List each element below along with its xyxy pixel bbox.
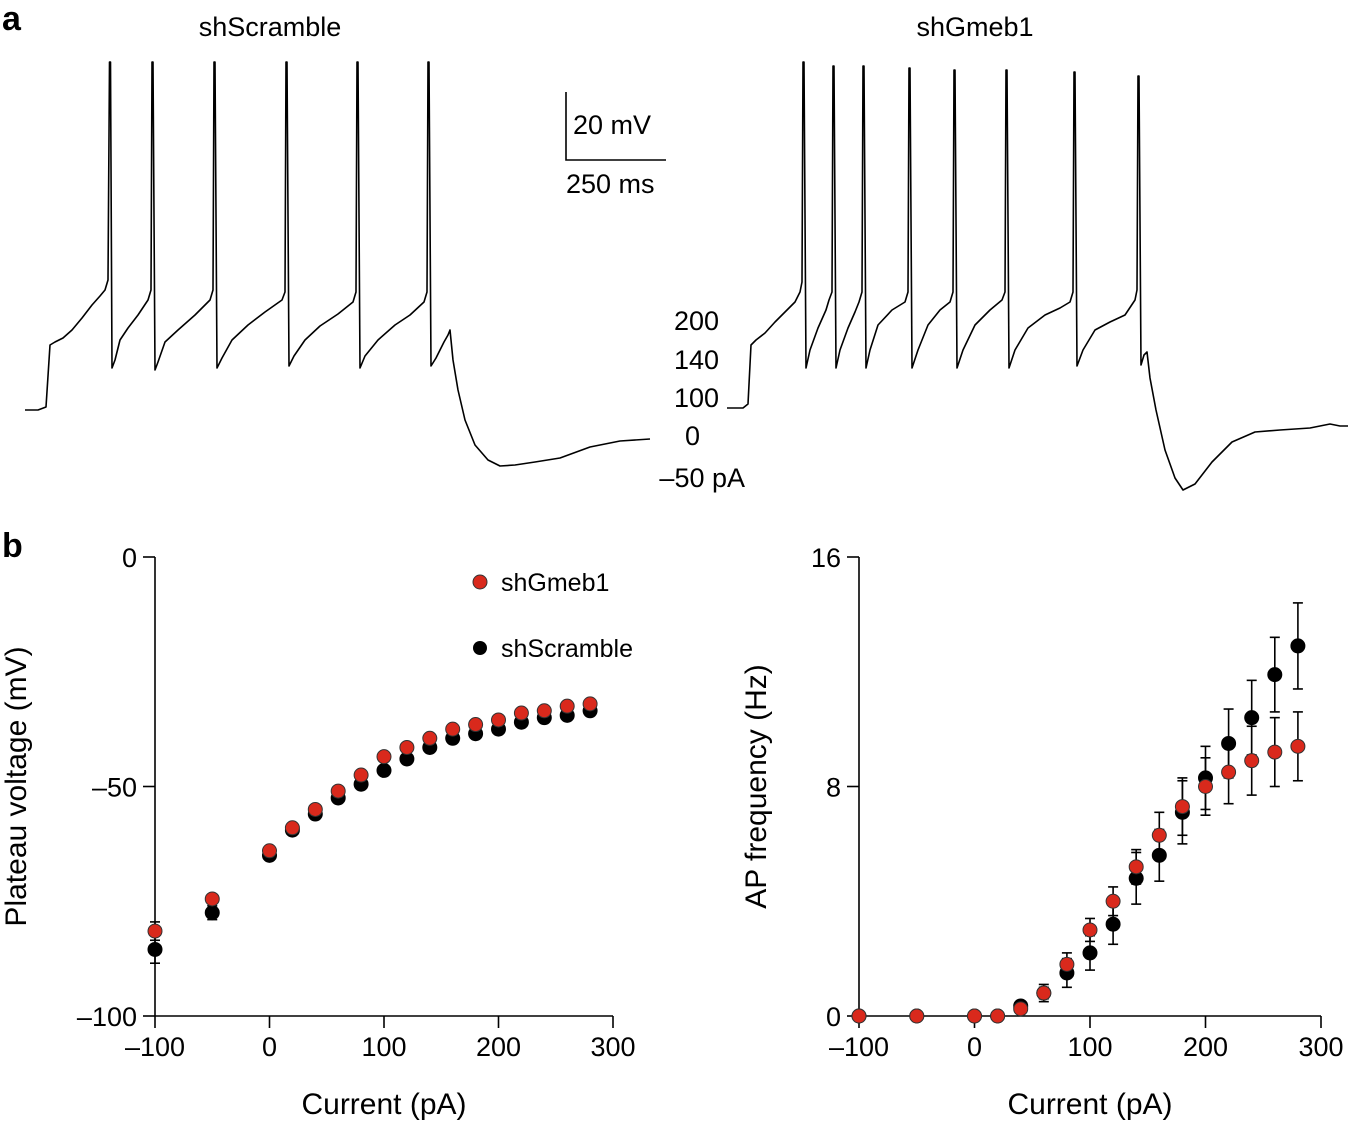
data-point-shgmeb1 (1105, 893, 1121, 909)
scale-bar-voltage: 20 mV (573, 110, 651, 140)
x-tick-label: 100 (361, 1032, 406, 1062)
current-step-label: 100 (674, 383, 719, 413)
y-tick-label: –100 (77, 1002, 137, 1032)
x-tick-label: 0 (262, 1032, 277, 1062)
y-tick-label: 0 (122, 543, 137, 573)
scale-bar (565, 92, 666, 161)
y-axis-label: AP frequency (Hz) (740, 664, 773, 909)
legend-marker-shgmeb1 (472, 574, 488, 590)
data-point-shscramble (204, 905, 220, 921)
data-point-shgmeb1 (422, 730, 438, 746)
data-point-shgmeb1 (147, 923, 163, 939)
data-point-shgmeb1 (1267, 744, 1283, 760)
data-point-shgmeb1 (284, 820, 300, 836)
trace-shgmeb1 (727, 61, 1348, 491)
y-axis-label: Plateau voltage (mV) (0, 646, 33, 926)
data-point-shscramble (1267, 667, 1283, 683)
data-point-shscramble (1244, 710, 1260, 726)
data-point-shgmeb1 (445, 721, 461, 737)
data-point-shgmeb1 (468, 717, 484, 733)
data-point-shscramble (147, 941, 163, 957)
x-tick-label: 300 (1298, 1032, 1343, 1062)
data-point-shgmeb1 (909, 1008, 925, 1024)
legend-label-shgmeb1: shGmeb1 (501, 569, 609, 597)
legend-marker-shscramble (473, 641, 487, 655)
data-point-shgmeb1 (513, 705, 529, 721)
data-point-shgmeb1 (399, 739, 415, 755)
y-tick-label: 8 (826, 773, 841, 803)
data-point-shgmeb1 (1244, 753, 1260, 769)
data-point-shgmeb1 (1290, 738, 1306, 754)
x-axis-label: Current (pA) (301, 1088, 466, 1121)
panel-b-label: b (2, 527, 23, 565)
data-point-shgmeb1 (1059, 956, 1075, 972)
data-point-shgmeb1 (330, 783, 346, 799)
data-point-shscramble (1105, 916, 1121, 932)
data-point-shgmeb1 (1013, 1001, 1029, 1017)
x-tick-label: –100 (125, 1032, 185, 1062)
data-point-shgmeb1 (1128, 859, 1144, 875)
data-point-shgmeb1 (536, 703, 552, 719)
scale-bar-time: 250 ms (566, 169, 655, 199)
data-point-shscramble (376, 762, 392, 778)
data-point-shgmeb1 (262, 843, 277, 859)
data-point-shgmeb1 (1036, 985, 1052, 1001)
data-point-shgmeb1 (1151, 827, 1167, 843)
data-point-shgmeb1 (1174, 799, 1190, 815)
x-tick-label: 200 (1183, 1032, 1228, 1062)
trace-shscramble (25, 61, 651, 467)
data-point-shgmeb1 (1221, 764, 1237, 780)
y-tick-label: 0 (826, 1002, 841, 1032)
data-point-shgmeb1 (582, 696, 598, 712)
trace-title-shscramble: shScramble (199, 12, 342, 42)
x-tick-label: –100 (829, 1032, 889, 1062)
y-tick-label: –50 (92, 773, 137, 803)
data-point-shgmeb1 (376, 749, 392, 765)
data-point-shscramble (1290, 638, 1306, 654)
data-point-shgmeb1 (1198, 779, 1213, 794)
data-point-shgmeb1 (353, 767, 369, 783)
y-tick-label: 16 (811, 543, 841, 573)
panel-a-label: a (2, 0, 22, 38)
x-tick-label: 100 (1067, 1032, 1112, 1062)
current-step-label: 0 (685, 421, 700, 451)
data-point-shgmeb1 (990, 1008, 1006, 1024)
data-point-shscramble (1082, 945, 1098, 961)
current-step-label: 140 (674, 345, 719, 375)
current-step-label: 200 (674, 306, 719, 336)
x-axis-label: Current (pA) (1007, 1088, 1172, 1121)
plateau-voltage-chart: –100 0 100 200 300 –100 –50 0 Current (pA) Platea… (0, 543, 636, 1121)
data-point-shgmeb1 (204, 891, 220, 907)
x-tick-label: 300 (590, 1032, 635, 1062)
trace-title-shgmeb1: shGmeb1 (916, 12, 1033, 42)
data-point-shgmeb1 (851, 1008, 867, 1024)
x-tick-label: 200 (476, 1032, 521, 1062)
data-point-shgmeb1 (491, 712, 506, 728)
legend-label-shscramble: shScramble (501, 635, 633, 663)
current-step-label: –50 pA (659, 463, 745, 493)
data-point-shgmeb1 (1082, 922, 1098, 938)
data-point-shgmeb1 (307, 801, 323, 817)
x-tick-label: 0 (967, 1032, 982, 1062)
data-point-shgmeb1 (967, 1008, 982, 1024)
data-point-shgmeb1 (559, 698, 575, 714)
